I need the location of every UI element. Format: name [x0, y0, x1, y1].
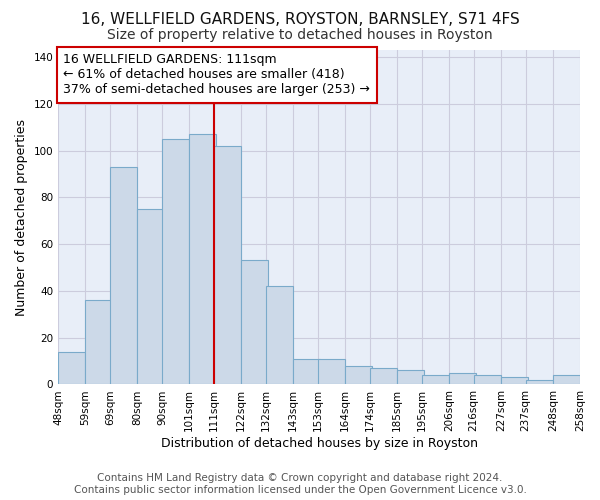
Bar [162, 139, 189, 384]
Bar [266, 286, 293, 384]
Bar [370, 368, 397, 384]
Bar [422, 375, 449, 384]
Text: Contains HM Land Registry data © Crown copyright and database right 2024.
Contai: Contains HM Land Registry data © Crown c… [74, 474, 526, 495]
Bar [214, 146, 241, 384]
Text: Size of property relative to detached houses in Royston: Size of property relative to detached ho… [107, 28, 493, 42]
Bar [58, 352, 85, 384]
Bar [293, 358, 320, 384]
Text: 16, WELLFIELD GARDENS, ROYSTON, BARNSLEY, S71 4FS: 16, WELLFIELD GARDENS, ROYSTON, BARNSLEY… [80, 12, 520, 28]
Bar [241, 260, 268, 384]
Bar [110, 167, 137, 384]
Bar [397, 370, 424, 384]
Bar [449, 373, 476, 384]
Bar [137, 209, 164, 384]
Bar [473, 375, 501, 384]
Y-axis label: Number of detached properties: Number of detached properties [15, 118, 28, 316]
Text: 16 WELLFIELD GARDENS: 111sqm
← 61% of detached houses are smaller (418)
37% of s: 16 WELLFIELD GARDENS: 111sqm ← 61% of de… [64, 54, 370, 96]
Bar [345, 366, 372, 384]
Bar [318, 358, 345, 384]
Bar [526, 380, 553, 384]
Bar [501, 378, 528, 384]
Bar [189, 134, 217, 384]
X-axis label: Distribution of detached houses by size in Royston: Distribution of detached houses by size … [161, 437, 478, 450]
Bar [85, 300, 113, 384]
Bar [553, 375, 580, 384]
